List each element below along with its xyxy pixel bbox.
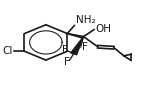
Text: OH: OH bbox=[95, 24, 111, 34]
Text: F: F bbox=[61, 45, 67, 55]
Text: F: F bbox=[82, 42, 88, 52]
Text: Cl: Cl bbox=[3, 46, 13, 56]
Text: NH₂: NH₂ bbox=[76, 15, 95, 25]
Polygon shape bbox=[71, 37, 83, 55]
Text: F: F bbox=[64, 57, 70, 67]
